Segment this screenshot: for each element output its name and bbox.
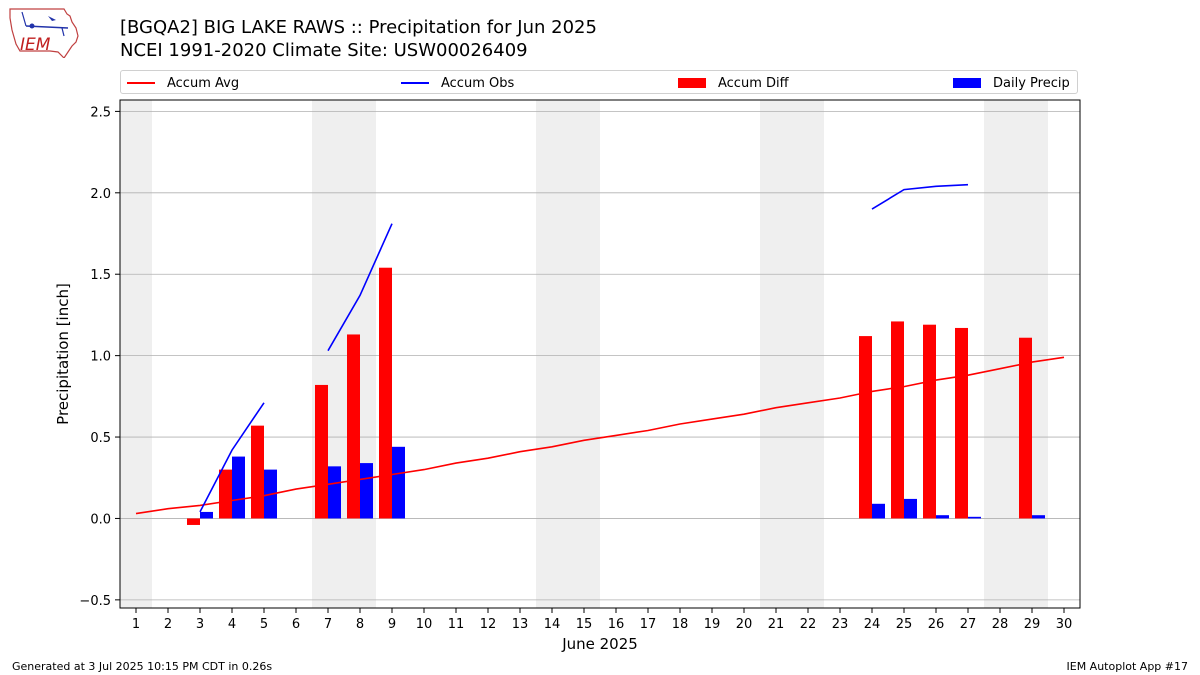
x-tick-label-30: 30 xyxy=(1056,617,1073,632)
y-gridlines xyxy=(120,110,1080,601)
bar-daily-precip-24 xyxy=(872,503,885,519)
y-tick-label-3: 1.0 xyxy=(90,350,111,365)
bar-accum-diff-4 xyxy=(219,469,232,519)
legend-item-accum-obs: Accum Obs xyxy=(401,74,514,92)
x-tick-label-4: 4 xyxy=(228,617,236,632)
bar-daily-precip-26 xyxy=(936,515,949,519)
line-accum-obs-segment-0 xyxy=(199,402,265,513)
line-accum-obs-segment-1 xyxy=(327,223,393,352)
x-tick-label-11: 11 xyxy=(448,617,465,632)
weekend-shade-4 xyxy=(984,100,1048,608)
x-axis-label: June 2025 xyxy=(561,635,638,653)
bar-accum-diff-25 xyxy=(891,321,904,519)
legend-label-accum-obs: Accum Obs xyxy=(441,75,515,91)
weekend-shade-2 xyxy=(536,100,600,608)
x-tick-label-1: 1 xyxy=(132,617,140,632)
weekend-shade-1 xyxy=(312,100,376,608)
bar-daily-precip-27 xyxy=(968,516,981,519)
bar-accum-diff-7 xyxy=(315,384,328,519)
bar-accum-diff-29 xyxy=(1019,337,1032,519)
x-tick-label-19: 19 xyxy=(704,617,721,632)
x-tick-label-2: 2 xyxy=(164,617,172,632)
legend-swatch-accum-obs xyxy=(401,82,429,84)
bar-accum-diff-26 xyxy=(923,324,936,519)
bar-daily-precip-3 xyxy=(200,511,213,519)
x-tick-label-27: 27 xyxy=(960,617,977,632)
plot-frame xyxy=(119,99,1081,609)
line-accum-avg-segment-0 xyxy=(135,356,1065,515)
y-tick-label-5: 2.0 xyxy=(90,187,111,202)
x-tick-label-14: 14 xyxy=(544,617,561,632)
x-tick-label-28: 28 xyxy=(992,617,1009,632)
legend-item-daily-precip: Daily Precip xyxy=(953,74,1070,92)
y-axis-label: Precipitation [inch] xyxy=(54,283,72,425)
bar-accum-diff-24 xyxy=(859,336,872,519)
x-tick-label-25: 25 xyxy=(896,617,913,632)
iem-logo: IEM xyxy=(9,8,79,58)
footer-app-label: IEM Autoplot App #17 xyxy=(1066,660,1189,673)
x-tick-label-5: 5 xyxy=(260,617,268,632)
x-tick-label-7: 7 xyxy=(324,617,332,632)
bar-daily-precip-4 xyxy=(232,456,245,519)
logo-text: IEM xyxy=(20,35,51,55)
legend-swatch-daily-precip xyxy=(953,78,981,88)
bars xyxy=(187,267,1045,525)
x-tick-label-29: 29 xyxy=(1024,617,1041,632)
lines xyxy=(135,183,1065,515)
x-tick-label-21: 21 xyxy=(768,617,785,632)
weekend-shade-0 xyxy=(120,100,152,608)
x-tick-label-26: 26 xyxy=(928,617,945,632)
chart-legend: Accum Avg Accum Obs Accum Diff Daily Pre… xyxy=(120,70,1078,94)
bar-daily-precip-29 xyxy=(1032,515,1045,519)
x-tick-label-9: 9 xyxy=(388,617,396,632)
footer-generated: Generated at 3 Jul 2025 10:15 PM CDT in … xyxy=(12,660,273,673)
x-tick-label-20: 20 xyxy=(736,617,753,632)
bar-accum-diff-5 xyxy=(251,425,264,519)
legend-item-accum-diff: Accum Diff xyxy=(678,74,789,92)
line-accum-obs-segment-2 xyxy=(871,183,969,210)
y-tick-label-0: −0.5 xyxy=(79,594,111,609)
bar-accum-diff-27 xyxy=(955,327,968,519)
x-axis-ticks: 1 2 3 4 5 6 7 8 9 10 11 12 13 14 15 16 17 18 19 20 21 22 23 24 2… xyxy=(132,608,1072,632)
x-tick-label-17: 17 xyxy=(640,617,657,632)
x-tick-label-6: 6 xyxy=(292,617,300,632)
y-axis-ticks: −0.5 0.0 0.5 1.0 1.5 2.0 2.5 xyxy=(79,105,120,609)
x-tick-label-24: 24 xyxy=(864,617,881,632)
legend-label-accum-avg: Accum Avg xyxy=(167,75,240,91)
chart-title: [BGQA2] BIG LAKE RAWS :: Precipitation f… xyxy=(120,17,597,38)
chart-subtitle: NCEI 1991-2020 Climate Site: USW00026409 xyxy=(120,40,528,61)
bar-accum-diff-8 xyxy=(347,334,360,519)
y-tick-label-2: 0.5 xyxy=(90,431,111,446)
bar-daily-precip-8 xyxy=(360,463,373,519)
y-tick-label-6: 2.5 xyxy=(90,105,111,120)
x-tick-label-13: 13 xyxy=(512,617,529,632)
legend-swatch-accum-diff xyxy=(678,78,706,88)
x-tick-label-18: 18 xyxy=(672,617,689,632)
y-tick-label-4: 1.5 xyxy=(90,268,111,283)
weekend-shading xyxy=(120,100,1048,608)
x-tick-label-10: 10 xyxy=(416,617,433,632)
x-tick-label-12: 12 xyxy=(480,617,497,632)
weekend-shade-3 xyxy=(760,100,824,608)
legend-label-daily-precip: Daily Precip xyxy=(993,75,1070,91)
y-tick-label-1: 0.0 xyxy=(90,512,111,527)
x-tick-label-23: 23 xyxy=(832,617,849,632)
x-tick-label-8: 8 xyxy=(356,617,364,632)
x-tick-label-3: 3 xyxy=(196,617,204,632)
bar-accum-diff-3 xyxy=(187,518,200,525)
legend-swatch-accum-avg xyxy=(127,82,155,84)
bar-daily-precip-9 xyxy=(392,446,405,519)
legend-item-accum-avg: Accum Avg xyxy=(127,74,239,92)
bar-accum-diff-9 xyxy=(379,267,392,519)
x-tick-label-15: 15 xyxy=(576,617,593,632)
legend-label-accum-diff: Accum Diff xyxy=(718,75,789,91)
x-tick-label-22: 22 xyxy=(800,617,817,632)
bar-daily-precip-25 xyxy=(904,498,917,519)
x-tick-label-16: 16 xyxy=(608,617,625,632)
bar-daily-precip-7 xyxy=(328,466,341,519)
